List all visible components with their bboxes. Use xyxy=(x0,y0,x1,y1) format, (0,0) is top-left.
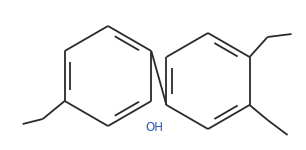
Text: OH: OH xyxy=(145,121,163,134)
